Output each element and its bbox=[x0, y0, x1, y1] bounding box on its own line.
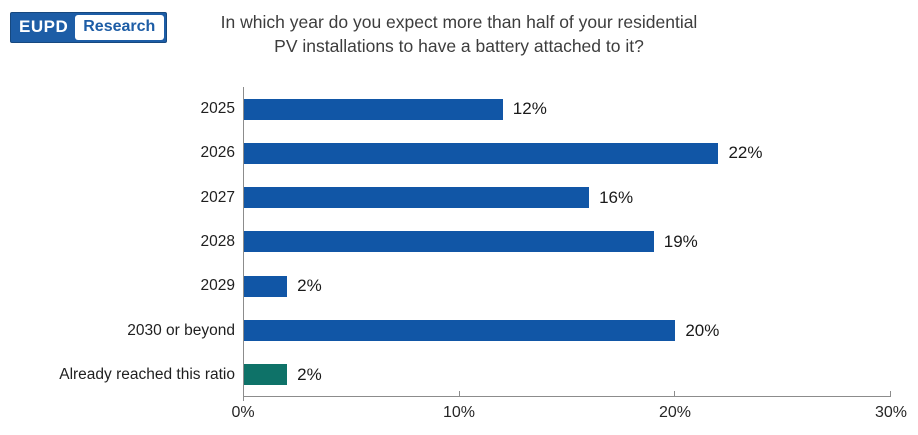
chart-title-line2: PV installations to have a battery attac… bbox=[274, 36, 644, 56]
x-axis-tick-label: 30% bbox=[874, 404, 908, 421]
bar-row: 2025 12% bbox=[201, 87, 891, 131]
x-axis-tick bbox=[458, 391, 460, 396]
x-axis-labels: 0% 10% 20% 30% bbox=[231, 404, 907, 426]
bar bbox=[244, 142, 719, 164]
value-label: 19% bbox=[663, 231, 698, 251]
bar bbox=[244, 187, 590, 209]
category-label: 2027 bbox=[200, 188, 235, 206]
logo-eupd-text: EUPD bbox=[19, 17, 69, 36]
value-label: 20% bbox=[685, 320, 720, 340]
bar-row: 2028 19% bbox=[201, 220, 891, 264]
category-label: 2025 bbox=[200, 100, 235, 118]
plot-area: 2025 12% 2026 22% 2027 16% 2028 19% 2029 2% 2030 o… bbox=[59, 87, 891, 401]
logo-research-text: Research bbox=[75, 15, 165, 40]
chart-title-line1: In which year do you expect more than ha… bbox=[220, 12, 698, 32]
category-label: 2026 bbox=[200, 144, 235, 162]
bar bbox=[244, 364, 288, 386]
x-axis-tick-label: 0% bbox=[231, 404, 255, 421]
bar-row: Already reached this ratio 2% bbox=[59, 353, 891, 397]
x-axis-tick bbox=[890, 391, 891, 396]
bar-row: 2030 or beyond 20% bbox=[127, 308, 891, 352]
chart-title: In which year do you expect more than ha… bbox=[0, 10, 918, 58]
bar bbox=[244, 320, 676, 342]
value-label: 2% bbox=[297, 364, 322, 384]
bar-row: 2027 16% bbox=[201, 176, 891, 220]
bar bbox=[244, 275, 288, 297]
category-label: 2028 bbox=[200, 232, 235, 250]
bar-row: 2026 22% bbox=[201, 131, 891, 175]
category-label: 2029 bbox=[200, 277, 235, 295]
eupd-research-logo: EUPD Research bbox=[10, 12, 168, 43]
x-axis-tick-label: 20% bbox=[658, 404, 692, 421]
category-label: 2030 or beyond bbox=[127, 321, 235, 339]
bar bbox=[244, 98, 503, 120]
category-label: Already reached this ratio bbox=[59, 365, 235, 383]
bar-row: 2029 2% bbox=[201, 264, 891, 308]
bar bbox=[244, 231, 654, 253]
value-label: 16% bbox=[599, 187, 634, 207]
value-label: 22% bbox=[728, 143, 763, 163]
y-axis-foot-tick bbox=[243, 396, 244, 401]
value-label: 12% bbox=[512, 99, 547, 119]
x-axis-tick-label: 10% bbox=[442, 404, 476, 421]
x-axis-tick bbox=[674, 391, 676, 396]
value-label: 2% bbox=[297, 276, 322, 296]
